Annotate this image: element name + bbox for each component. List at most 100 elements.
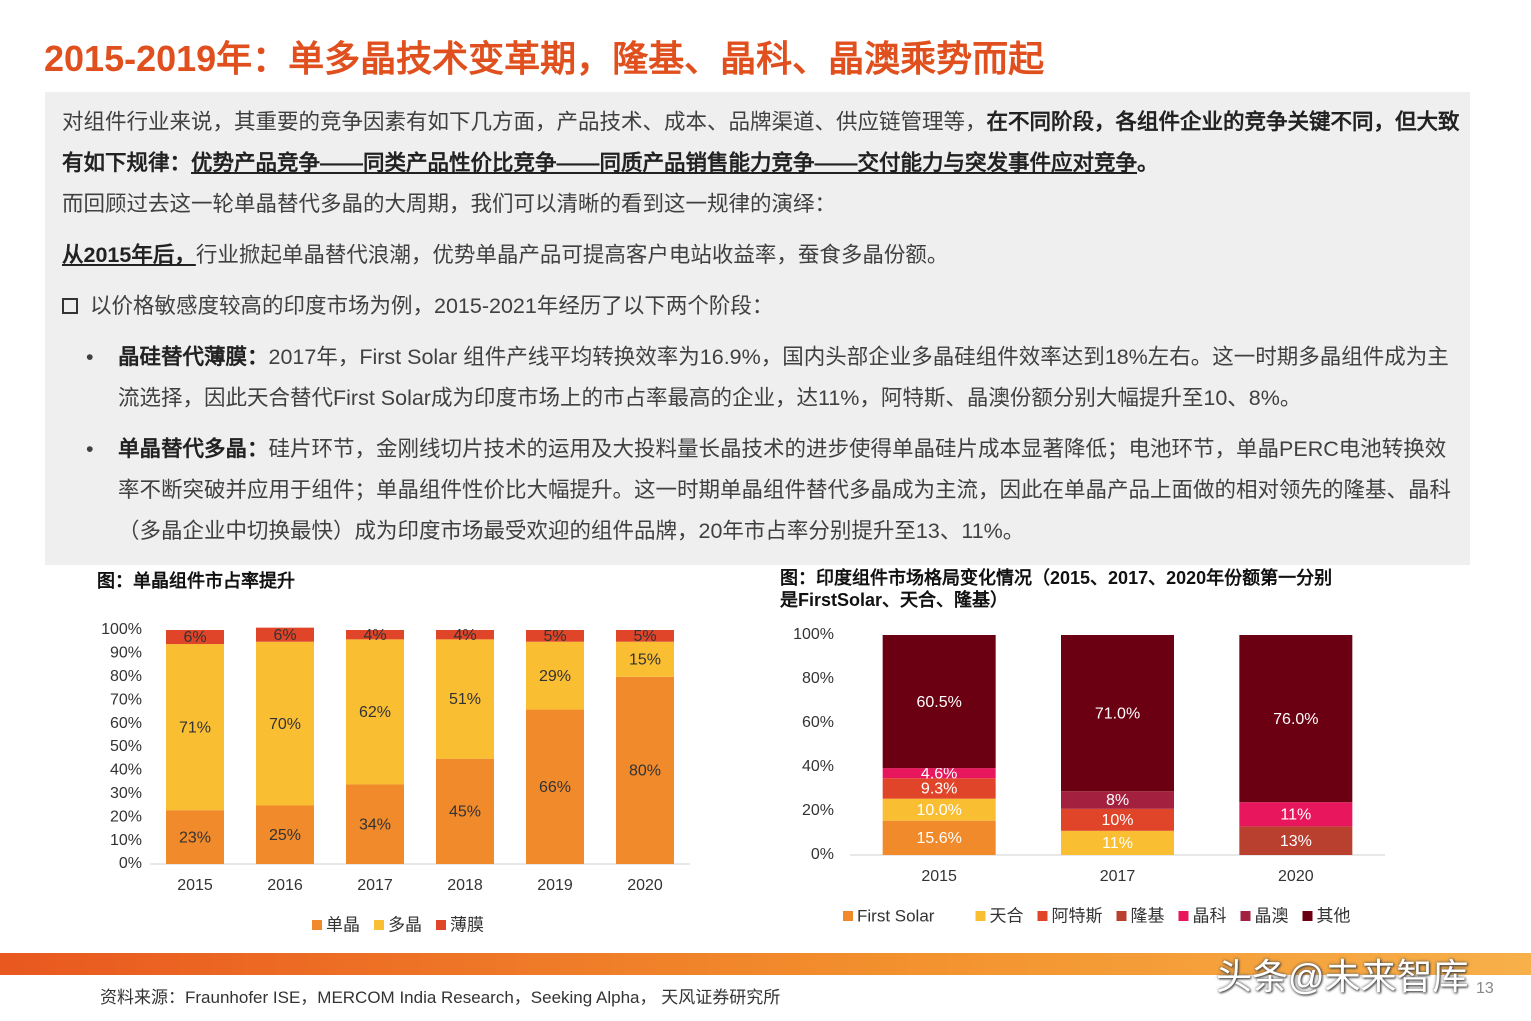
data-label: 11% xyxy=(1280,807,1311,824)
data-label: 4% xyxy=(363,627,386,644)
charts: 图：单晶组件市占率提升 0% 10% 20% 30% 40% 50% 60% 70% 80% 90%… xyxy=(97,567,1385,934)
text-run: 。 xyxy=(1137,151,1159,175)
text-block: 对组件行业来说，其重要的竞争因素有如下几方面，产品技术、成本、品牌渠道、供应链管… xyxy=(62,102,1462,552)
bar-segment xyxy=(346,639,404,785)
bar-segment xyxy=(526,641,584,710)
x-tick-label: 2020 xyxy=(1278,868,1314,885)
y-tick-label: 30% xyxy=(110,785,142,802)
x-tick-label: 2015 xyxy=(177,877,213,894)
bar-segment xyxy=(436,639,494,759)
legend-swatch xyxy=(1240,911,1251,921)
legend-swatch xyxy=(1116,911,1127,921)
y-tick-label: 90% xyxy=(110,645,142,662)
y-tick-label: 80% xyxy=(110,668,142,685)
bullet: 晶硅替代薄膜：2017年，First Solar 组件产线平均转换效率为16.9… xyxy=(62,337,1462,419)
bullet: 单晶替代多晶：硅片环节，金刚线切片技术的运用及大投料量长晶技术的进步使得单晶硅片… xyxy=(62,429,1462,552)
text-run: 对组件行业来说，其重要的竞争因素有如下几方面，产品技术、成本、品牌渠道、供应链管… xyxy=(62,110,987,134)
x-tick-label: 2017 xyxy=(1100,868,1136,885)
bar-segment xyxy=(882,635,996,769)
bar-segment xyxy=(256,641,314,806)
text-run: 硅片环节，金刚线切片技术的运用及大投料量长晶技术的进步使得单晶硅片成本显著降低；… xyxy=(118,437,1452,543)
data-label: 9.3% xyxy=(921,781,957,798)
data-label: 29% xyxy=(539,668,571,685)
x-tick-label: 2017 xyxy=(357,877,393,894)
data-label: 4% xyxy=(453,627,476,644)
data-label: 34% xyxy=(359,816,391,833)
y-tick-label: 60% xyxy=(110,715,142,732)
data-label: 5% xyxy=(543,628,566,645)
text-run: 晶硅替代薄膜： xyxy=(118,345,269,369)
legend-swatch xyxy=(374,920,384,930)
source: 资料来源：Fraunhofer ISE，MERCOM India Researc… xyxy=(100,988,781,1007)
legend-label: 阿特斯 xyxy=(1052,906,1103,925)
legend: 单晶 多晶 薄膜 xyxy=(312,915,484,934)
page-number: 13 xyxy=(1476,980,1494,997)
data-label: 23% xyxy=(179,829,211,846)
bar-segment xyxy=(882,778,996,799)
chart-title: 图：印度组件市场格局变化情况（2015、2017、2020年份额第一分别是Fir… xyxy=(779,567,1332,610)
y-tick-label: 80% xyxy=(802,670,834,687)
paragraph: 对组件行业来说，其重要的竞争因素有如下几方面，产品技术、成本、品牌渠道、供应链管… xyxy=(62,102,1462,184)
legend-label: 天合 xyxy=(990,906,1024,925)
y-tick-label: 20% xyxy=(110,808,142,825)
y-tick-label: 40% xyxy=(802,758,834,775)
bar-segment xyxy=(1239,826,1353,855)
bar-segment xyxy=(346,784,404,864)
bar-segment xyxy=(256,627,314,642)
y-tick-label: 40% xyxy=(110,762,142,779)
y-tick-label: 20% xyxy=(802,802,834,819)
text-run: 在不同阶段，各组件企业的竞争关键不同，但大致有如下规律： xyxy=(62,110,1460,175)
bar-segment xyxy=(346,630,404,640)
data-label: 15% xyxy=(629,651,661,668)
bar-segment xyxy=(256,805,314,864)
y-tick-label: 70% xyxy=(110,691,142,708)
bar-segment xyxy=(166,644,224,811)
data-label: 80% xyxy=(629,763,661,780)
text-run: 优势产品竞争——同类产品性价比竞争——同质产品销售能力竞争——交付能力与突发事件… xyxy=(191,151,1138,175)
legend-swatch xyxy=(1037,911,1048,921)
data-label: 60.5% xyxy=(916,694,961,711)
legend-label: 单晶 xyxy=(326,915,360,934)
text-run: 单晶替代多晶： xyxy=(118,437,269,461)
legend-swatch xyxy=(1302,911,1313,921)
legend-swatch xyxy=(312,920,322,930)
bar-segment xyxy=(526,709,584,864)
data-label: 71.0% xyxy=(1095,705,1140,722)
data-label: 25% xyxy=(269,827,301,844)
x-tick-label: 2020 xyxy=(627,877,663,894)
data-label: 5% xyxy=(633,628,656,645)
bar-segment xyxy=(1061,791,1174,809)
data-label: 10% xyxy=(1101,812,1133,829)
bar-segment xyxy=(526,630,584,642)
data-label: 51% xyxy=(449,691,481,708)
data-label: 76.0% xyxy=(1273,711,1318,728)
y-tick-label: 100% xyxy=(101,621,142,638)
data-label: 8% xyxy=(1106,792,1129,809)
legend-label: 晶澳 xyxy=(1255,906,1289,925)
data-label: 4.6% xyxy=(921,765,957,782)
bar-segment xyxy=(882,768,996,779)
legend: First Solar 天合 阿特斯 隆基 晶科 晶澳 其他 xyxy=(843,906,1351,925)
data-label: 71% xyxy=(179,719,211,736)
bar-segment xyxy=(1061,635,1174,792)
data-label: 45% xyxy=(449,804,481,821)
legend-swatch xyxy=(436,920,446,930)
bar-segment xyxy=(436,758,494,864)
data-label: 15.6% xyxy=(916,830,961,847)
y-tick-label: 0% xyxy=(811,846,834,863)
paragraph: 以价格敏感度较高的印度市场为例，2015-2021年经历了以下两个阶段： xyxy=(62,286,1462,327)
bar-segment xyxy=(1239,635,1353,803)
bar-segment xyxy=(166,630,224,645)
bar-segment xyxy=(882,798,996,821)
data-label: 10.0% xyxy=(916,802,961,819)
chart-title-line: 图：印度组件市场格局变化情况（2015、2017、2020年份额第一分别 xyxy=(780,567,1332,588)
legend-label: 薄膜 xyxy=(450,915,484,934)
y-tick-label: 100% xyxy=(793,626,834,643)
paragraph: 而回顾过去这一轮单晶替代多晶的大周期，我们可以清晰的看到这一规律的演绎： xyxy=(62,192,837,216)
data-label: 13% xyxy=(1280,833,1312,850)
x-tick-label: 2019 xyxy=(537,877,573,894)
chart-title: 图：单晶组件市占率提升 xyxy=(97,570,295,591)
data-label: 66% xyxy=(539,779,571,796)
bar-segment xyxy=(616,630,674,642)
